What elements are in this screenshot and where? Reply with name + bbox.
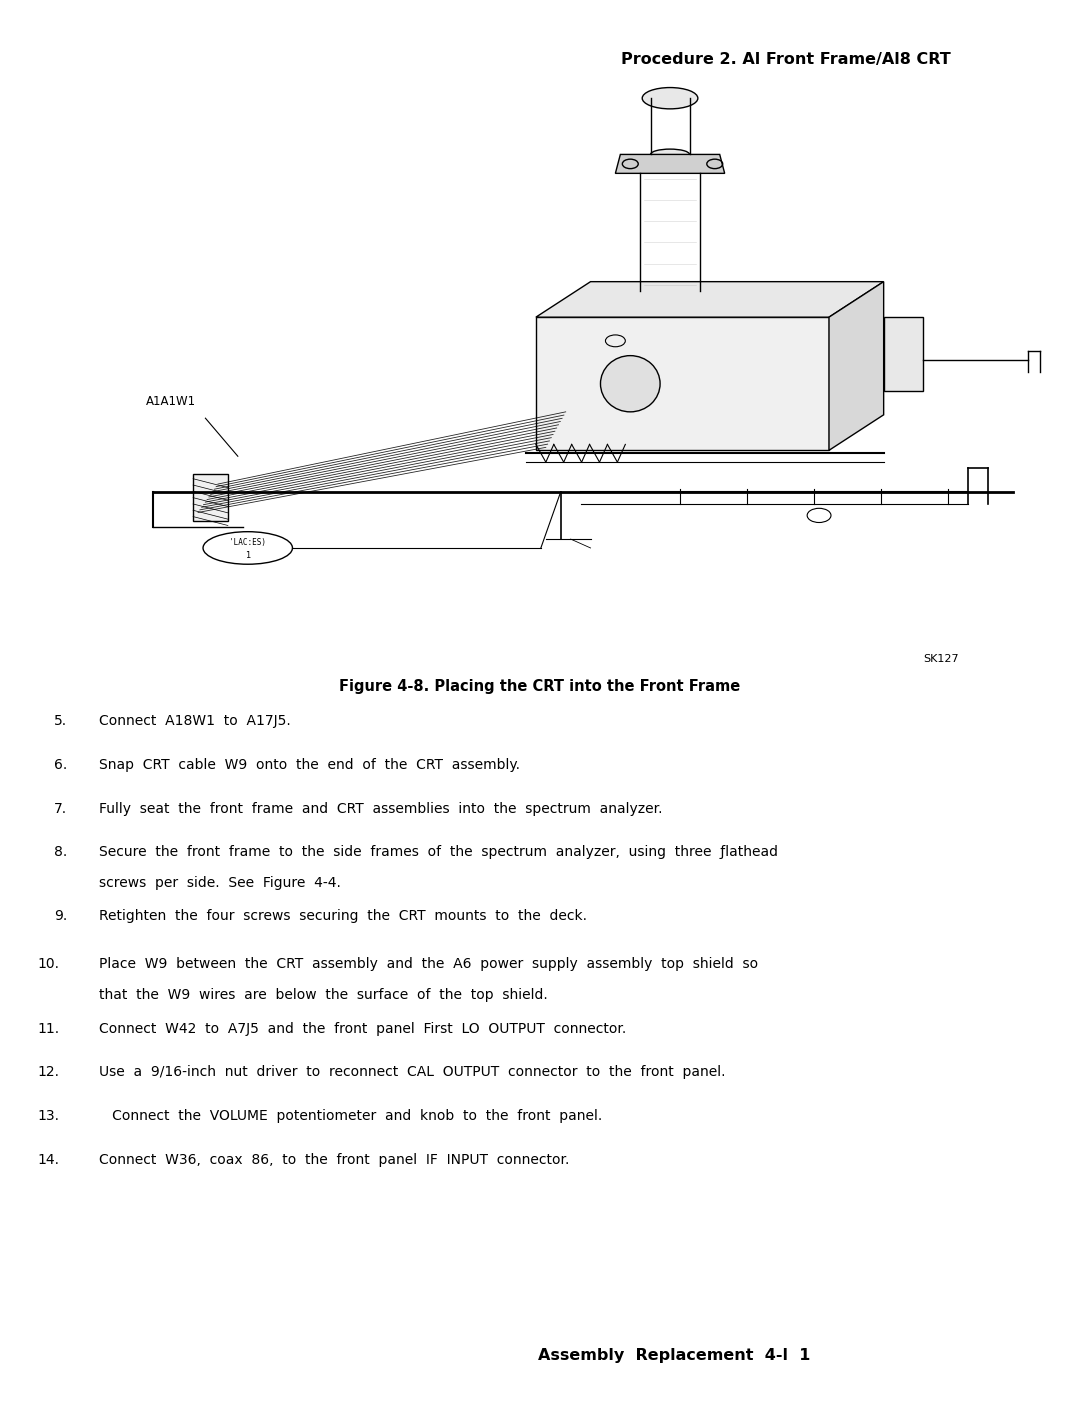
Text: Retighten  the  four  screws  securing  the  CRT  mounts  to  the  deck.: Retighten the four screws securing the C… (99, 909, 588, 923)
Text: Figure 4-8. Placing the CRT into the Front Frame: Figure 4-8. Placing the CRT into the Fro… (339, 679, 741, 695)
Text: 10.: 10. (38, 957, 59, 971)
Text: 8.: 8. (54, 845, 67, 859)
Text: Connect  W42  to  A7J5  and  the  front  panel  First  LO  OUTPUT  connector.: Connect W42 to A7J5 and the front panel … (99, 1022, 626, 1036)
Text: Secure  the  front  frame  to  the  side  frames  of  the  spectrum  analyzer,  : Secure the front frame to the side frame… (99, 845, 779, 859)
Polygon shape (593, 290, 747, 317)
Text: Place  W9  between  the  CRT  assembly  and  the  A6  power  supply  assembly  t: Place W9 between the CRT assembly and th… (99, 957, 758, 971)
Text: that  the  W9  wires  are  below  the  surface  of  the  top  shield.: that the W9 wires are below the surface … (99, 988, 549, 1002)
Bar (883, 317, 923, 392)
Ellipse shape (650, 149, 689, 159)
Text: 11.: 11. (38, 1022, 59, 1036)
Text: Snap  CRT  cable  W9  onto  the  end  of  the  CRT  assembly.: Snap CRT cable W9 onto the end of the CR… (99, 758, 521, 772)
Polygon shape (829, 282, 883, 451)
Text: Connect  W36,  coax  86,  to  the  front  panel  IF  INPUT  connector.: Connect W36, coax 86, to the front panel… (99, 1153, 570, 1167)
Text: 5.: 5. (54, 714, 67, 728)
Ellipse shape (600, 355, 660, 411)
Text: Use  a  9/16-inch  nut  driver  to  reconnect  CAL  OUTPUT  connector  to  the  : Use a 9/16-inch nut driver to reconnect … (99, 1065, 726, 1079)
Ellipse shape (643, 87, 698, 108)
Text: screws  per  side.  See  Figure  4-4.: screws per side. See Figure 4-4. (99, 876, 341, 890)
Text: 7.: 7. (54, 802, 67, 816)
Text: 13.: 13. (38, 1109, 59, 1123)
Text: SK127: SK127 (923, 654, 959, 664)
Text: 1: 1 (245, 551, 251, 559)
Polygon shape (536, 282, 883, 317)
Bar (536, 317, 829, 451)
Bar (193, 473, 228, 521)
Text: A1A1W1: A1A1W1 (146, 395, 195, 407)
Text: Assembly  Replacement  4-l  1: Assembly Replacement 4-l 1 (538, 1347, 810, 1363)
Text: 6.: 6. (54, 758, 67, 772)
Text: 9.: 9. (54, 909, 67, 923)
Text: Connect  A18W1  to  A17J5.: Connect A18W1 to A17J5. (99, 714, 292, 728)
Text: 12.: 12. (38, 1065, 59, 1079)
Text: Connect  the  VOLUME  potentiometer  and  knob  to  the  front  panel.: Connect the VOLUME potentiometer and kno… (99, 1109, 603, 1123)
Text: Fully  seat  the  front  frame  and  CRT  assemblies  into  the  spectrum  analy: Fully seat the front frame and CRT assem… (99, 802, 663, 816)
Polygon shape (616, 155, 725, 173)
Text: 14.: 14. (38, 1153, 59, 1167)
Text: Procedure 2. Al Front Frame/Al8 CRT: Procedure 2. Al Front Frame/Al8 CRT (621, 52, 950, 68)
Text: 'LAC:ES): 'LAC:ES) (229, 538, 267, 547)
